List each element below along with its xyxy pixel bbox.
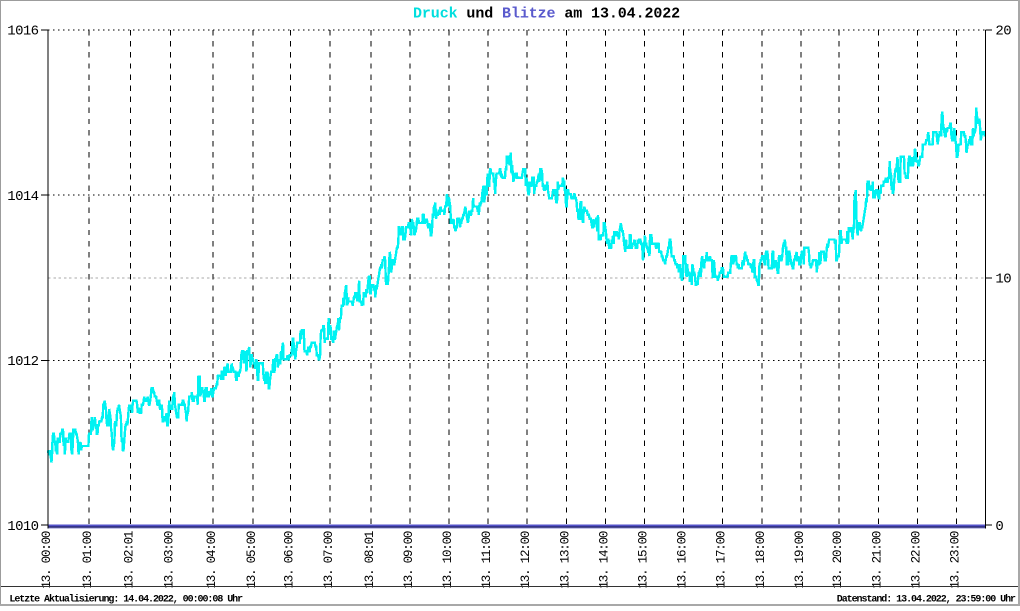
svg-text:13. 19:00: 13. 19:00 xyxy=(793,531,807,588)
svg-text:13. 10:00: 13. 10:00 xyxy=(441,531,455,588)
svg-text:13. 21:00: 13. 21:00 xyxy=(870,531,884,588)
svg-text:13. 17:00: 13. 17:00 xyxy=(715,531,729,588)
svg-text:1010: 1010 xyxy=(7,519,38,535)
svg-text:0: 0 xyxy=(995,519,1003,535)
svg-text:1016: 1016 xyxy=(7,24,38,40)
svg-text:13. 12:00: 13. 12:00 xyxy=(519,531,533,588)
svg-text:13. 13:00: 13. 13:00 xyxy=(558,531,572,588)
svg-text:10: 10 xyxy=(995,272,1011,288)
svg-text:13. 06:00: 13. 06:00 xyxy=(282,531,296,588)
svg-text:13. 04:00: 13. 04:00 xyxy=(205,531,219,588)
svg-text:13. 14:00: 13. 14:00 xyxy=(597,531,611,588)
svg-text:Letzte Aktualisierung: 14.04.2: Letzte Aktualisierung: 14.04.2022, 00:00… xyxy=(9,593,243,605)
svg-text:13. 02:01: 13. 02:01 xyxy=(123,531,137,588)
svg-text:1014: 1014 xyxy=(7,189,38,205)
svg-text:Druck und Blitze am 13.04.2022: Druck und Blitze am 13.04.2022 xyxy=(413,6,680,23)
svg-text:20: 20 xyxy=(995,24,1011,40)
svg-text:13. 11:00: 13. 11:00 xyxy=(480,531,494,588)
svg-text:13. 23:00: 13. 23:00 xyxy=(948,531,962,588)
svg-text:13. 01:00: 13. 01:00 xyxy=(81,531,95,588)
svg-text:Datenstand: 13.04.2022, 23:59:: Datenstand: 13.04.2022, 23:59:00 Uhr xyxy=(837,593,1016,605)
svg-text:13. 22:00: 13. 22:00 xyxy=(910,531,924,588)
svg-text:13. 18:00: 13. 18:00 xyxy=(754,531,768,588)
svg-text:13. 00:00: 13. 00:00 xyxy=(40,531,54,588)
svg-text:13. 05:00: 13. 05:00 xyxy=(245,531,259,588)
svg-text:1012: 1012 xyxy=(7,354,38,370)
svg-text:13. 20:00: 13. 20:00 xyxy=(831,531,845,588)
svg-text:13. 15:00: 13. 15:00 xyxy=(637,531,651,588)
svg-text:13. 08:01: 13. 08:01 xyxy=(363,531,377,588)
svg-text:13. 09:00: 13. 09:00 xyxy=(402,531,416,588)
svg-text:13. 16:00: 13. 16:00 xyxy=(676,531,690,588)
svg-text:13. 07:00: 13. 07:00 xyxy=(322,531,336,588)
svg-text:13. 03:00: 13. 03:00 xyxy=(163,531,177,588)
